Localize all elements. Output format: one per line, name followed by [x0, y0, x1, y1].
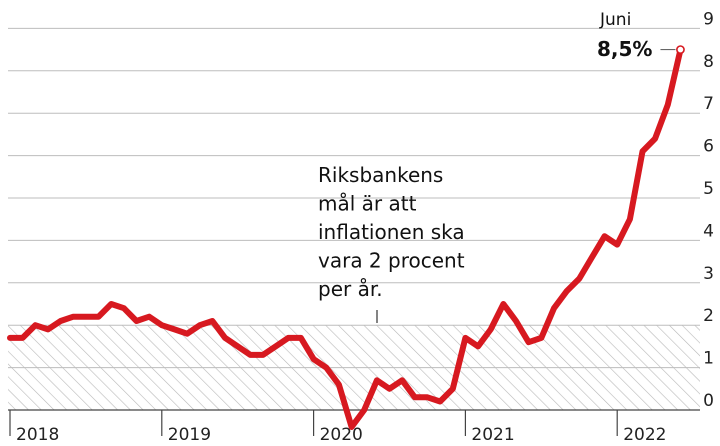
annotation-line: per år.	[318, 277, 383, 301]
end-point-marker	[676, 45, 685, 54]
end-label-layer: Juni 8,5%	[597, 10, 685, 61]
y-tick-label: 7	[703, 94, 714, 114]
annotation-line: inflationen ska	[318, 220, 465, 244]
y-tick-label: 9	[703, 9, 714, 29]
gridlines-layer	[8, 27, 700, 411]
x-axis-layer: 2018 2019 2020 2021 2022	[8, 409, 700, 445]
y-tick-label: 2	[703, 306, 714, 326]
y-tick-label: 1	[703, 349, 714, 369]
y-axis-layer: 0 1 2 3 4 5 6 7 8 9	[703, 9, 714, 411]
annotation-line: mål är att	[318, 192, 417, 216]
annotation-layer: Riksbankens mål är att inflationen ska vara…	[318, 163, 465, 323]
y-tick-label: 6	[703, 137, 714, 157]
annotation-line: Riksbankens	[318, 163, 443, 187]
x-tick-label: 2021	[471, 425, 514, 445]
end-label-month: Juni	[599, 10, 631, 30]
x-tick-label: 2019	[168, 425, 211, 445]
y-tick-label: 3	[703, 264, 714, 284]
y-tick-label: 0	[703, 391, 714, 411]
series-line-inflation	[7, 46, 684, 430]
x-tick-label: 2018	[16, 425, 59, 445]
annotation-line: vara 2 procent	[318, 249, 465, 273]
y-tick-label: 5	[703, 179, 714, 199]
x-tick-label: 2022	[623, 425, 666, 445]
end-label-value: 8,5%	[597, 37, 652, 61]
y-tick-label: 4	[703, 221, 714, 241]
y-tick-label: 8	[703, 52, 714, 72]
x-tick-label: 2020	[320, 425, 363, 445]
